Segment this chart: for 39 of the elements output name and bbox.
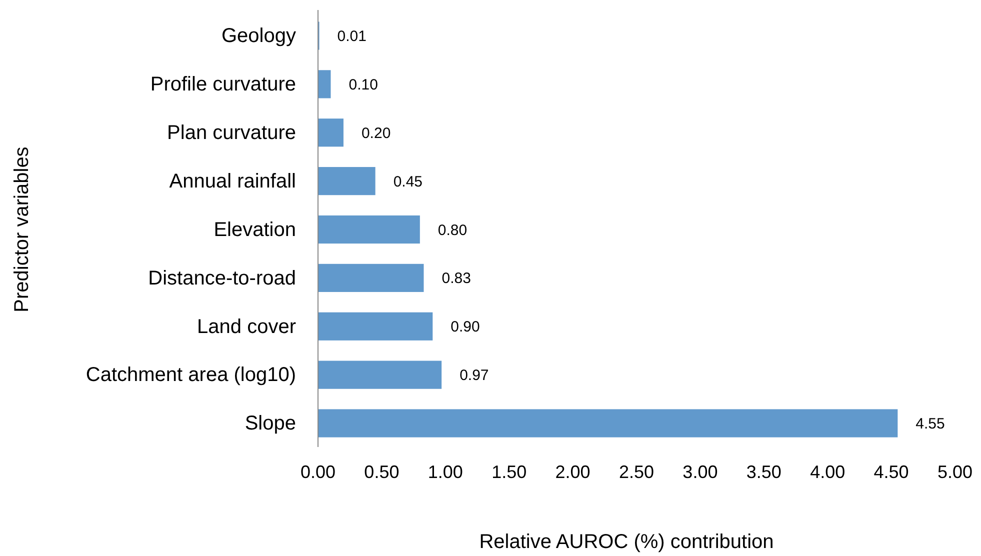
data-label: 0.83: [442, 270, 471, 288]
x-axis-title: Relative AUROC (%) contribution: [479, 531, 774, 553]
y-tick-label: Annual rainfall: [169, 170, 296, 192]
y-tick-label: Catchment area (log10): [86, 364, 296, 386]
x-tick-label: 3.50: [746, 462, 782, 482]
y-tick-label: Elevation: [214, 218, 296, 241]
y-tick-label: Slope: [244, 412, 296, 435]
data-label: 0.45: [393, 173, 423, 190]
y-tick-label: Geology: [222, 25, 296, 48]
data-label: 0.80: [438, 222, 468, 239]
y-tick-label: Distance-to-road: [148, 267, 296, 290]
x-tick-label: 2.50: [618, 462, 654, 482]
data-label: 0.97: [460, 367, 489, 384]
data-label: 0.90: [450, 318, 480, 336]
x-tick-label: 3.00: [682, 462, 718, 482]
x-tick-label: 4.00: [810, 462, 846, 482]
bar: [318, 118, 344, 147]
y-tick-label: Profile curvature: [150, 74, 296, 96]
x-tick-label: 0.00: [300, 462, 336, 482]
bar: [318, 215, 420, 244]
bar: [318, 312, 433, 340]
bar: [318, 70, 331, 98]
bar: [318, 360, 442, 389]
x-tick-label: 0.50: [364, 462, 400, 482]
data-label: 0.01: [337, 28, 366, 45]
data-label: 0.10: [348, 76, 378, 94]
bar: [318, 167, 376, 196]
data-label: 4.55: [916, 416, 945, 433]
y-axis-title: Predictor variables: [11, 146, 33, 312]
y-tick-label: Land cover: [197, 316, 296, 338]
bar: [318, 264, 424, 292]
bar: [318, 409, 898, 438]
x-tick-label: 4.50: [874, 462, 909, 482]
data-label: 0.20: [361, 124, 391, 142]
x-tick-label: 2.00: [555, 462, 590, 482]
x-tick-label: 1.00: [428, 462, 463, 482]
y-tick-label: Plan curvature: [167, 122, 296, 144]
x-tick-label: 1.50: [492, 462, 527, 482]
x-tick-label: 5.00: [937, 462, 973, 482]
